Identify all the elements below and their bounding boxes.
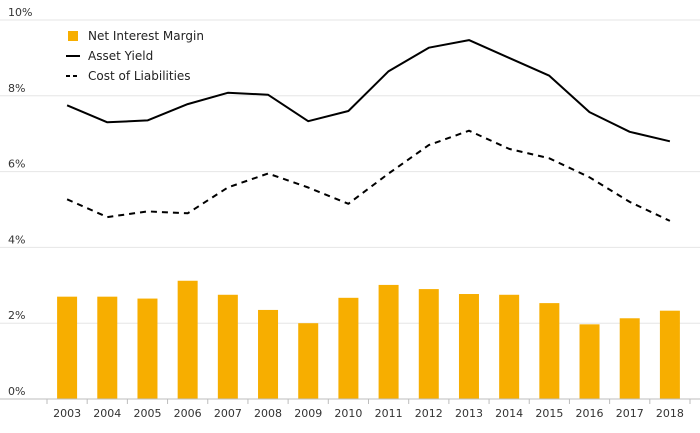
x-tick-label: 2012: [415, 407, 443, 420]
x-tick-label: 2009: [294, 407, 322, 420]
y-tick-label: 0%: [8, 385, 25, 398]
axis-layer: 0% 2% 4% 6% 8% 10% 2003 2004 2005 2006 2007 2008 200…: [0, 6, 700, 420]
y-tick-label: 10%: [8, 6, 32, 19]
x-tick-label: 2006: [174, 407, 202, 420]
bar-2018: [659, 310, 680, 399]
bar-2014: [499, 294, 520, 399]
bar-layer: [57, 280, 680, 399]
bar-2012: [418, 289, 439, 399]
x-tick-label: 2011: [375, 407, 403, 420]
line-layer: [66, 39, 671, 222]
x-tick-label: 2015: [535, 407, 563, 420]
bar-2011: [378, 284, 399, 399]
bar-2016: [579, 324, 600, 399]
y-tick-label: 8%: [8, 82, 25, 95]
bar-2004: [97, 296, 118, 399]
grid-layer: [0, 19, 700, 324]
legend-label: Asset Yield: [88, 49, 153, 63]
x-tick-label: 2005: [133, 407, 161, 420]
bar-2008: [258, 309, 279, 399]
legend-label: Cost of Liabilities: [88, 69, 191, 83]
legend-swatch-bar: [68, 31, 78, 41]
x-tick-label: 2010: [334, 407, 362, 420]
x-tick-label: 2017: [616, 407, 644, 420]
x-tick-label: 2007: [214, 407, 242, 420]
x-tick-label: 2016: [576, 407, 604, 420]
bar-2005: [137, 298, 158, 399]
x-tick-label: 2013: [455, 407, 483, 420]
x-tick-label: 2003: [53, 407, 81, 420]
bar-2003: [57, 296, 78, 399]
x-tick-label: 2018: [656, 407, 684, 420]
bar-2007: [217, 294, 238, 399]
y-tick-label: 4%: [8, 233, 25, 246]
y-tick-label: 2%: [8, 309, 25, 322]
x-tick-label: 2008: [254, 407, 282, 420]
cost-of-liabilities-line: [66, 129, 671, 222]
bar-2017: [619, 318, 640, 399]
legend: Net Interest Margin Asset Yield Cost of Li…: [66, 29, 204, 83]
bar-2013: [458, 294, 479, 399]
x-tick-label: 2004: [93, 407, 121, 420]
x-tick-label: 2014: [495, 407, 523, 420]
bar-2009: [298, 323, 319, 399]
bar-2010: [338, 297, 359, 399]
bar-2006: [177, 280, 198, 399]
bar-2015: [539, 303, 560, 399]
asset-yield-line: [66, 39, 671, 143]
legend-label: Net Interest Margin: [88, 29, 204, 43]
y-tick-label: 6%: [8, 158, 25, 171]
